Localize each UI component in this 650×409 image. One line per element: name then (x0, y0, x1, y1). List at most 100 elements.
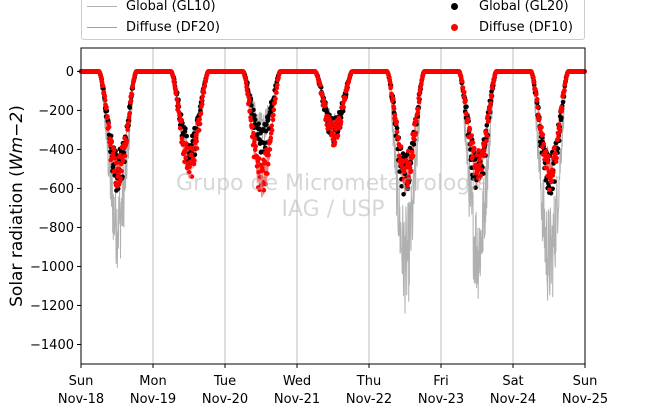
data-point-df10 (252, 147, 258, 153)
data-point-df10 (417, 90, 422, 96)
data-point-df10 (253, 144, 258, 149)
data-point-df10 (321, 97, 327, 102)
x-tick-date: Nov-19 (130, 392, 176, 407)
data-point-df10 (273, 96, 278, 101)
data-point-df10 (414, 119, 419, 124)
data-point-df10 (118, 152, 123, 158)
x-tick-day: Sun (69, 374, 94, 389)
data-point-df10 (398, 144, 404, 149)
data-point-df10 (338, 119, 344, 125)
y-axis-label-unit: Wm−2 (7, 112, 27, 170)
legend-dot-icon (440, 23, 470, 33)
data-point-df10 (332, 139, 338, 145)
data-point-df10 (105, 114, 110, 119)
data-point-df10 (265, 171, 270, 176)
data-point-df10 (463, 97, 468, 103)
x-tick-day: Sat (502, 374, 523, 389)
data-point-df10 (482, 152, 487, 157)
data-point-df10 (174, 90, 179, 96)
data-point-df10 (477, 157, 482, 162)
data-point-df10 (320, 92, 325, 97)
data-point-df10 (545, 159, 551, 165)
data-point-df10 (193, 132, 199, 137)
data-point-gl20 (263, 128, 269, 134)
x-tick-day: Wed (283, 374, 311, 389)
data-point-df10 (183, 155, 189, 161)
legend-line-icon (87, 27, 117, 28)
data-point-df10 (322, 103, 328, 109)
legend-label-df20: Diffuse (DF20) (126, 20, 220, 35)
data-point-df10 (272, 100, 278, 106)
y-tick-label: −1000 (30, 260, 74, 275)
data-point-df10 (187, 160, 193, 165)
data-point-df10 (194, 138, 199, 144)
x-tick-date: Nov-24 (490, 392, 536, 407)
data-point-df10 (390, 96, 396, 101)
data-point-df10 (189, 174, 195, 179)
data-point-df10 (407, 160, 412, 166)
y-tick-label: −600 (38, 182, 74, 197)
data-point-df10 (409, 149, 415, 155)
plot-frame (80, 47, 586, 365)
data-point-df10 (553, 159, 559, 164)
data-point-df10 (557, 127, 563, 133)
data-point-df10 (258, 175, 263, 180)
data-point-df10 (177, 125, 183, 131)
data-point-df10 (274, 90, 279, 95)
data-point-df10 (117, 179, 123, 185)
data-point-df10 (129, 92, 135, 97)
data-point-gl20 (394, 125, 400, 131)
data-point-df10 (260, 168, 265, 173)
data-point-df10 (389, 92, 395, 98)
data-point-df10 (553, 151, 559, 157)
data-point-df10 (197, 116, 202, 122)
data-point-df10 (191, 161, 197, 167)
x-tick-day: Mon (139, 374, 166, 389)
x-tick-day: Tue (213, 374, 236, 389)
x-tick-date: Nov-21 (274, 392, 320, 407)
x-axis-ticks: Sun Nov-18 Mon Nov-19 Tue Nov-20 Wed Nov-21 Thu N… (58, 364, 608, 407)
legend-label-gl10: Global (GL10) (126, 0, 216, 14)
data-point-df10 (484, 133, 490, 138)
watermark-line-1: Grupo de Micrometeorologia (176, 171, 490, 196)
data-point-df10 (124, 138, 130, 143)
legend-item-gl20: Global (GL20) (440, 0, 569, 14)
data-point-df10 (478, 173, 484, 179)
data-point-gl20 (470, 172, 475, 178)
data-point-df10 (469, 133, 475, 138)
data-point-df10 (403, 158, 409, 164)
data-point-gl20 (256, 121, 262, 126)
data-point-df10 (176, 109, 182, 115)
data-point-df10 (270, 117, 276, 122)
legend-line-icon (87, 6, 117, 7)
data-point-df10 (254, 163, 260, 169)
x-tick-day: Sun (573, 374, 598, 389)
data-point-df10 (556, 135, 561, 140)
data-point-df10 (402, 169, 407, 175)
data-point-df10 (413, 131, 419, 136)
y-tick-label: −800 (38, 221, 74, 236)
data-point-gl20 (127, 105, 133, 110)
data-point-df10 (470, 140, 476, 145)
data-point-df10 (537, 116, 542, 122)
data-point-gl20 (401, 192, 406, 197)
data-point-df10 (200, 94, 205, 99)
watermark-line-2: IAG / USP (282, 197, 385, 222)
data-point-df10 (115, 166, 121, 171)
x-tick-day: Fri (433, 374, 449, 389)
data-point-df10 (109, 139, 114, 145)
data-point-df10 (487, 109, 493, 114)
data-point-df10 (199, 97, 205, 103)
data-point-df10 (275, 82, 280, 88)
data-point-df10 (248, 117, 254, 123)
data-point-gl20 (464, 104, 469, 109)
data-point-df10 (486, 118, 491, 124)
data-point-df10 (199, 101, 205, 107)
data-point-df10 (262, 159, 268, 165)
x-tick-date: Nov-25 (562, 392, 608, 407)
legend-item-df20: Diffuse (DF20) (87, 20, 220, 35)
data-point-gl20 (252, 113, 257, 118)
data-point-df10 (269, 127, 275, 133)
data-point-df10 (416, 99, 422, 105)
